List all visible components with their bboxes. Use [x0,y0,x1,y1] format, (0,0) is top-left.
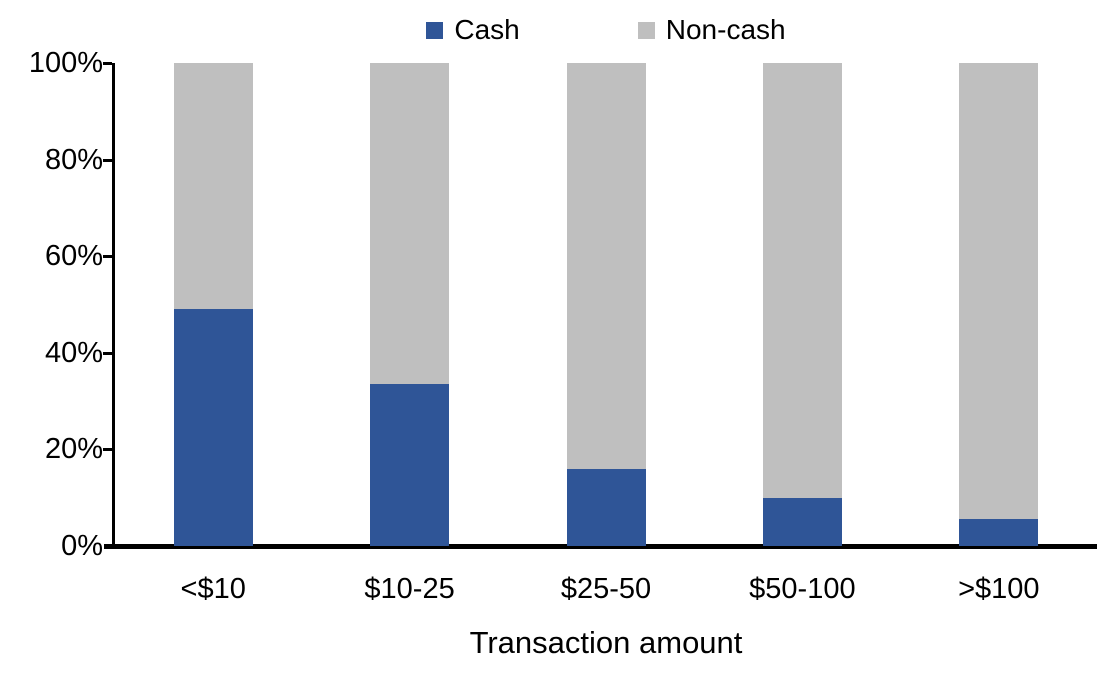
x-axis-line [104,544,1097,549]
legend-label: Non-cash [665,14,786,45]
y-axis-label: 0% [61,530,103,562]
bar-segment-non-cash [959,63,1039,520]
x-axis-label: $25-50 [560,573,652,605]
bar-segment-cash [173,309,253,546]
x-axis-label: $50-100 [749,573,856,605]
bar-segment-cash [566,468,646,546]
bar-segment-cash [959,519,1039,546]
x-axis-label: >$100 [958,573,1040,605]
plot-area: 0% 20% 40% 60% 80% 100% <$10 $10-25 $25-50 $50-10… [29,47,1097,605]
y-axis-tick [103,351,112,355]
y-axis-tick [103,255,112,259]
y-axis-label: 100% [28,47,103,79]
y-axis-label: 80% [44,143,103,176]
y-axis-label: 20% [44,433,103,466]
bar-segment-non-cash [370,63,450,385]
y-axis-line [112,63,115,549]
bar-segment-non-cash [566,63,646,469]
chart-legend: Cash Non-cash [115,10,1097,50]
bar-segment-cash [370,384,450,546]
y-axis-tick [103,62,112,65]
bar-segment-cash [762,497,842,546]
x-axis-label: $10-25 [364,573,455,605]
bar-segment-non-cash [762,63,842,498]
legend-swatch-icon [637,21,655,39]
legend-item-non-cash: Non-cash [637,14,786,45]
y-axis-tick [103,158,112,162]
bar-segment-non-cash [173,63,253,310]
legend-item-cash: Cash [426,14,520,45]
y-axis-label: 60% [44,240,103,273]
y-axis-label: 40% [44,336,103,369]
x-axis-title: Transaction amount [469,625,743,660]
x-axis-label: <$10 [180,573,246,605]
legend-swatch-icon [426,21,444,39]
legend-label: Cash [454,14,520,45]
y-axis-tick [103,448,112,452]
